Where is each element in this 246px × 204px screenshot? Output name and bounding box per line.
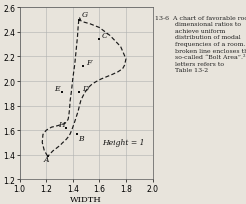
Text: B: B — [78, 135, 84, 143]
X-axis label: WIDTH: WIDTH — [70, 195, 102, 203]
Y-axis label: Length: Length — [0, 79, 1, 109]
Text: A: A — [44, 156, 49, 164]
Text: E: E — [54, 85, 60, 93]
Text: F: F — [86, 59, 91, 67]
Text: D: D — [82, 85, 88, 93]
Text: G: G — [82, 11, 88, 19]
Text: C: C — [102, 32, 108, 40]
Text: H: H — [58, 120, 65, 128]
Text: Height = 1: Height = 1 — [102, 139, 145, 147]
Text: 13-6  A chart of favorable room
          dimensional ratios to
          achiev: 13-6 A chart of favorable room dimension… — [155, 16, 246, 73]
